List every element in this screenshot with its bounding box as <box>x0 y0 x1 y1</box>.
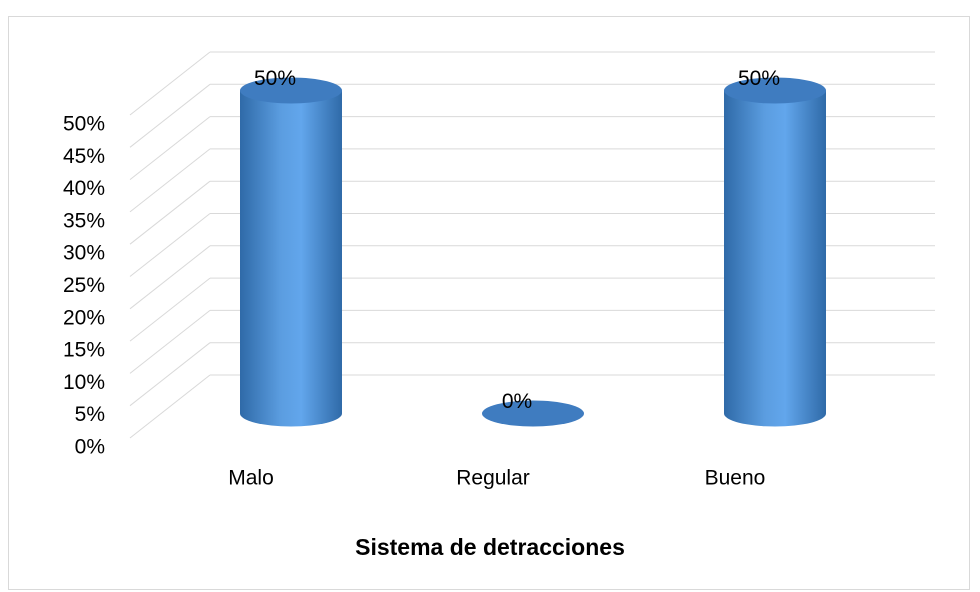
data-label: 0% <box>502 390 532 413</box>
grid-line <box>129 245 211 310</box>
y-tick-label: 50% <box>63 113 105 136</box>
x-tick-label: Regular <box>456 467 530 490</box>
grid-line <box>129 310 211 374</box>
grid-line <box>129 51 211 116</box>
grid-line <box>129 342 211 407</box>
cylinder-body <box>724 90 826 427</box>
y-tick-label: 10% <box>63 371 105 394</box>
cylinder-top <box>482 400 584 427</box>
cylinder-top <box>240 77 342 104</box>
cylinder-top <box>724 77 826 104</box>
x-tick-label: Bueno <box>705 467 766 490</box>
data-label: 50% <box>738 67 780 90</box>
chart-title: Sistema de detracciones <box>355 534 625 560</box>
grid-line <box>129 83 211 148</box>
grid-line <box>129 180 211 245</box>
y-tick-label: 45% <box>63 145 105 168</box>
y-tick-label: 15% <box>63 339 105 362</box>
cylinder-body <box>240 90 342 427</box>
y-tick-label: 30% <box>63 242 105 265</box>
y-tick-label: 35% <box>63 209 105 232</box>
data-label: 50% <box>254 67 296 90</box>
y-tick-label: 25% <box>63 274 105 297</box>
grid-line <box>129 213 211 277</box>
grid-line <box>129 374 211 439</box>
y-tick-label: 20% <box>63 306 105 329</box>
grid-line <box>129 277 211 342</box>
grid-line <box>129 148 211 213</box>
y-tick-label: 5% <box>75 403 105 426</box>
chart-border <box>8 16 970 590</box>
y-tick-label: 0% <box>75 436 105 459</box>
x-tick-label: Malo <box>228 467 274 490</box>
grid-line <box>129 116 211 180</box>
y-tick-label: 40% <box>63 177 105 200</box>
